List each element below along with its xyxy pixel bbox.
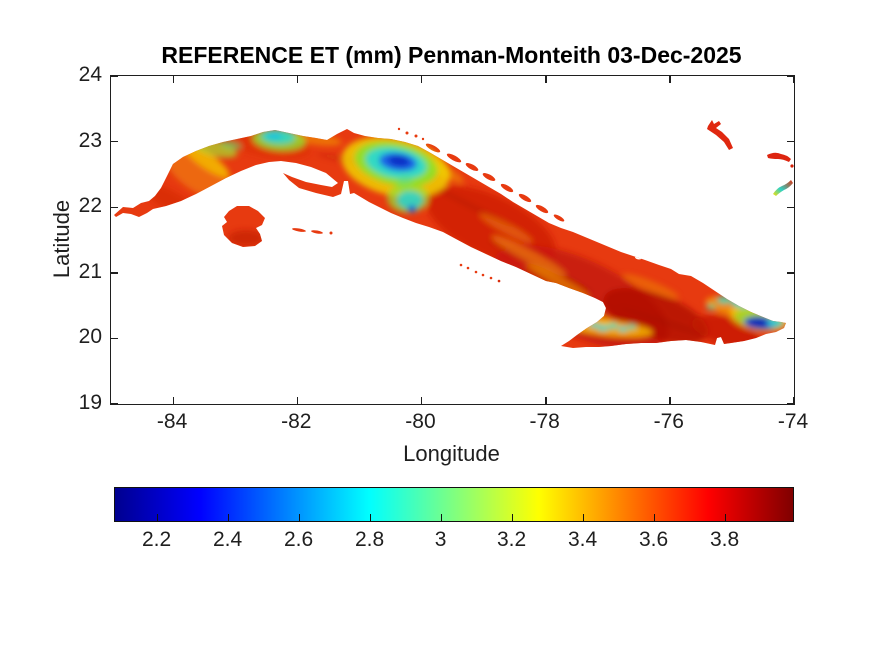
- y-tick-mark: [111, 206, 118, 209]
- colorbar-tick-label: 3.2: [496, 528, 527, 551]
- x-tick-mark: [296, 76, 299, 83]
- y-tick-mark: [111, 337, 118, 340]
- x-tick-mark: [792, 397, 794, 404]
- bay-hole: [621, 245, 631, 251]
- colorbar-tick-mark: [512, 514, 514, 521]
- colorbar-tick-label: 2.8: [354, 528, 385, 551]
- x-tick-mark: [545, 397, 547, 404]
- y-tick-mark: [787, 402, 794, 404]
- low-et-patch-escambray: [387, 173, 429, 213]
- y-tick-label: 23: [78, 128, 102, 152]
- acklins-island: [773, 180, 793, 196]
- y-tick-mark: [787, 337, 794, 340]
- cuba-et-map: [114, 120, 794, 348]
- y-tick-label: 20: [78, 325, 102, 349]
- colorbar-tick-mark: [441, 514, 443, 521]
- colorbar-tick-mark: [157, 514, 159, 521]
- y-tick-mark: [787, 75, 794, 77]
- colorbar-tick-mark: [583, 514, 585, 521]
- plot-frame: [110, 75, 795, 405]
- colorbar-tick-mark: [654, 514, 656, 521]
- crooked-island: [767, 152, 791, 162]
- x-tick-mark: [420, 397, 423, 404]
- colorbar-tick-mark: [370, 514, 372, 521]
- colorbar-tick-label: 3.8: [709, 528, 740, 551]
- colorbar-tick-mark: [725, 514, 727, 521]
- colorbar-tick-mark: [228, 514, 230, 521]
- y-tick-mark: [787, 206, 794, 209]
- x-tick-label: -80: [405, 410, 436, 433]
- x-tick-label: -82: [281, 410, 312, 433]
- bahamas-islands: [707, 120, 794, 196]
- colorbar-tick-label: 2.4: [212, 528, 243, 551]
- y-tick-mark: [787, 141, 794, 143]
- colorbar-tick-label: 3.6: [638, 528, 669, 551]
- x-tick-mark: [669, 76, 671, 83]
- y-tick-mark: [111, 75, 118, 77]
- colorbar-tick-mark: [299, 514, 301, 521]
- y-tick-mark: [111, 141, 118, 143]
- x-tick-label: -76: [653, 410, 684, 433]
- plot-title: REFERENCE ET (mm) Penman-Monteith 03-Dec…: [161, 42, 742, 68]
- x-tick-mark: [172, 397, 174, 404]
- x-tick-mark: [545, 76, 547, 83]
- y-tick-label: 22: [78, 194, 102, 218]
- x-tick-mark: [420, 76, 423, 83]
- x-axis-label: Longitude: [403, 441, 500, 466]
- colorbar-tick-label: 3.4: [567, 528, 598, 551]
- x-tick-label: -74: [777, 410, 809, 433]
- x-tick-label: -78: [529, 410, 560, 433]
- x-tick-label: -84: [156, 410, 188, 433]
- colorbar-tick-label: 3: [434, 528, 447, 551]
- et-field: [114, 127, 786, 348]
- x-tick-mark: [669, 397, 671, 404]
- colorbar: [114, 487, 794, 522]
- low-et-patch-havana: [252, 128, 306, 152]
- low-et-patch-central: [341, 136, 451, 198]
- bay-hole: [635, 254, 643, 260]
- low-et-band-sierra-maestra: [589, 322, 636, 332]
- y-tick-label: 21: [78, 259, 102, 283]
- x-tick-mark: [792, 76, 794, 83]
- y-tick-label: 19: [78, 391, 102, 414]
- bay-hole: [610, 237, 616, 241]
- x-tick-mark: [296, 397, 299, 404]
- y-tick-label: 24: [78, 63, 102, 86]
- x-tick-mark: [172, 76, 174, 83]
- colorbar-tick-label: 2.2: [141, 528, 172, 551]
- y-tick-mark: [787, 272, 794, 274]
- colorbar-tick-label: 2.6: [283, 528, 314, 551]
- long-island: [707, 120, 733, 150]
- y-tick-mark: [111, 272, 118, 274]
- y-tick-mark: [111, 402, 118, 404]
